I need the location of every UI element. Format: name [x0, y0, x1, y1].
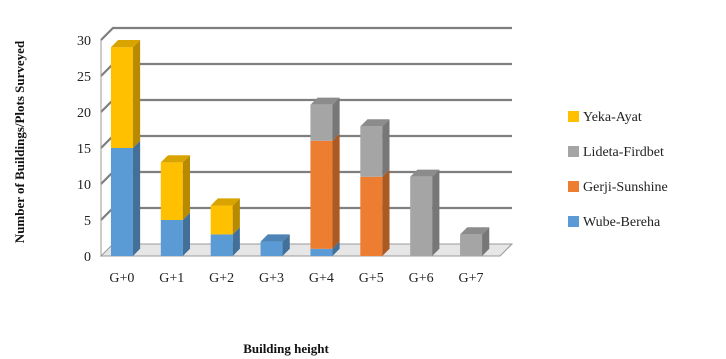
- bar-side: [182, 212, 191, 256]
- legend-swatch: [568, 216, 579, 227]
- bar-segment: [160, 155, 191, 220]
- bar-side: [132, 40, 141, 148]
- bar-segment: [210, 198, 240, 235]
- legend-label: Gerji-Sunshine: [583, 180, 668, 195]
- y-axis-title: Number of Buildings/Plots Surveyed: [12, 40, 27, 243]
- bar-segment: [460, 227, 490, 256]
- bar-segment: [310, 241, 340, 256]
- x-tick-label: G+6: [409, 271, 434, 286]
- bar-front: [460, 234, 483, 256]
- bar-side: [232, 198, 240, 235]
- bar-front: [260, 241, 283, 256]
- legend: Yeka-Ayat Lideta-Firdbet Gerji-Sunshine Wub…: [568, 110, 668, 230]
- y-tick-label: 10: [77, 178, 91, 193]
- bars: [110, 40, 490, 256]
- bar-front: [310, 248, 333, 256]
- legend-item: Gerji-Sunshine: [568, 180, 668, 195]
- y-tick-label: 30: [77, 34, 91, 49]
- bar-front: [160, 220, 183, 256]
- bar-side: [482, 227, 490, 256]
- bar-segment: [110, 40, 141, 149]
- tick-labels: 0 5 10 15 20 25 30 G+0 G+1 G+2 G+3 G+4 G+5 G+6 G+7: [77, 34, 484, 286]
- y-tick-label: 20: [77, 106, 91, 121]
- legend-item: Yeka-Ayat: [568, 110, 642, 125]
- bar-side: [432, 169, 440, 256]
- bar-front: [210, 234, 233, 256]
- bar-front: [310, 140, 333, 249]
- bar-segment: [360, 169, 390, 256]
- bar-side: [332, 133, 340, 249]
- legend-label: Yeka-Ayat: [583, 110, 642, 125]
- legend-swatch: [568, 146, 579, 157]
- bar-top: [260, 234, 290, 242]
- bar-segment: [260, 234, 290, 256]
- legend-swatch: [568, 111, 579, 122]
- bar-side: [382, 119, 390, 177]
- bar-side: [332, 97, 340, 141]
- bar-front: [110, 47, 133, 149]
- bar-segment: [360, 119, 390, 177]
- x-tick-label: G+3: [259, 271, 284, 286]
- bar-top: [160, 155, 191, 163]
- y-tick-label: 0: [84, 250, 91, 265]
- bar-top: [460, 227, 490, 235]
- x-tick-label: G+1: [159, 271, 184, 286]
- bar-front: [360, 176, 383, 256]
- bar-top: [410, 169, 440, 177]
- bar-side: [232, 227, 240, 256]
- y-tick-label: 15: [77, 142, 91, 157]
- bar-front: [360, 126, 383, 177]
- bar-side: [382, 169, 390, 256]
- gridline: [100, 26, 512, 41]
- bar-top: [110, 40, 141, 48]
- bar-side: [182, 155, 191, 220]
- x-tick-label: G+0: [109, 271, 134, 286]
- legend-swatch: [568, 181, 579, 192]
- bar-segment: [310, 133, 340, 249]
- x-tick-label: G+7: [459, 271, 484, 286]
- bar-segment: [160, 212, 191, 256]
- legend-item: Lideta-Firdbet: [568, 145, 664, 160]
- bar-front: [210, 205, 233, 235]
- legend-label: Lideta-Firdbet: [583, 145, 664, 160]
- x-tick-label: G+2: [209, 271, 234, 286]
- bar-segment: [410, 169, 440, 256]
- bar-segment: [310, 97, 340, 141]
- y-tick-label: 5: [84, 214, 91, 229]
- bar-front: [110, 148, 133, 256]
- bar-side: [132, 140, 141, 256]
- y-tick-label: 25: [77, 70, 91, 85]
- bar-segment: [210, 227, 240, 256]
- bar-top: [360, 119, 390, 127]
- x-tick-label: G+5: [359, 271, 384, 286]
- x-tick-label: G+4: [309, 271, 334, 286]
- legend-label: Wube-Bereha: [583, 215, 661, 230]
- bar-side: [332, 241, 340, 256]
- bar-front: [160, 162, 183, 220]
- legend-item: Wube-Bereha: [568, 215, 661, 230]
- bar-front: [410, 176, 433, 256]
- bar-front: [310, 104, 333, 141]
- bar-top: [310, 97, 340, 105]
- bar-segment: [110, 140, 141, 256]
- x-axis-title: Building height: [243, 341, 329, 356]
- bar-side: [282, 234, 290, 256]
- bar-top: [210, 198, 240, 206]
